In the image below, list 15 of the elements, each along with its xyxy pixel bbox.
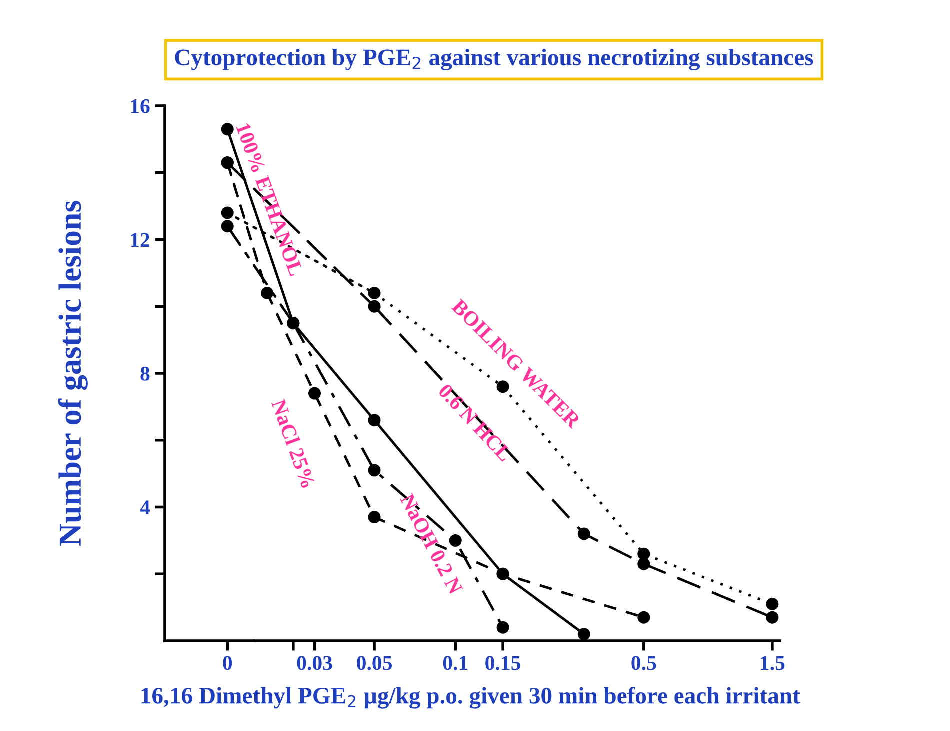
y-tick-label: 8 — [140, 366, 150, 381]
x-tick-label: 0.05 — [357, 656, 392, 670]
x-tick-label: 1.5 — [761, 656, 785, 670]
y-tick-label: 4 — [140, 500, 150, 514]
x-tick-label: 0 — [223, 656, 232, 670]
text: NaCl 25% — [271, 398, 316, 489]
y-tick-label: 16 — [131, 99, 150, 114]
x-axis-title: 16,16 Dimethyl PGE$_{2}$ µg/kg p.o. given 30 min before each irritant — [142, 687, 800, 709]
x-tick-label: 0.1 — [443, 656, 468, 670]
y-tick-label: 12 — [131, 233, 150, 247]
y-axis-title: Number of gastric lesions — [58, 201, 88, 546]
x-tick-label: 0.15 — [486, 656, 521, 670]
text: Cytoprotection by PGE$_{2}$ against various necrotizing substances — [175, 48, 814, 71]
x-tick-label: 0.5 — [632, 656, 656, 670]
x-tick-label: 0.03 — [297, 656, 332, 670]
